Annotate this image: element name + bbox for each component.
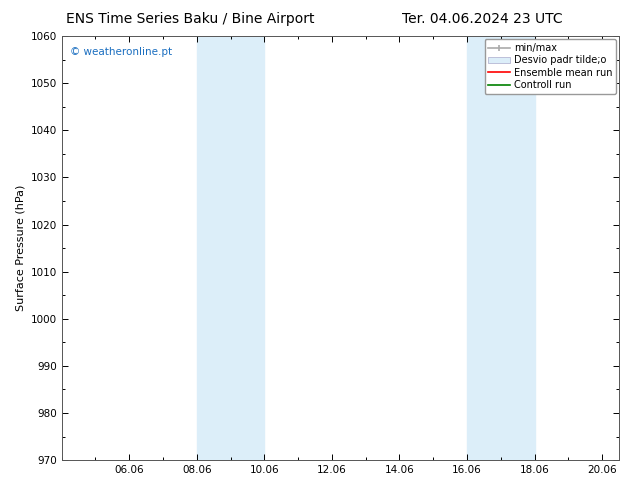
Legend: min/max, Desvio padr tilde;o, Ensemble mean run, Controll run: min/max, Desvio padr tilde;o, Ensemble m… [484,39,616,94]
Text: © weatheronline.pt: © weatheronline.pt [70,47,172,57]
Text: ENS Time Series Baku / Bine Airport: ENS Time Series Baku / Bine Airport [66,12,314,26]
Text: Ter. 04.06.2024 23 UTC: Ter. 04.06.2024 23 UTC [401,12,562,26]
Bar [467,36,534,460]
Y-axis label: Surface Pressure (hPa): Surface Pressure (hPa) [15,185,25,311]
Bar [197,36,264,460]
